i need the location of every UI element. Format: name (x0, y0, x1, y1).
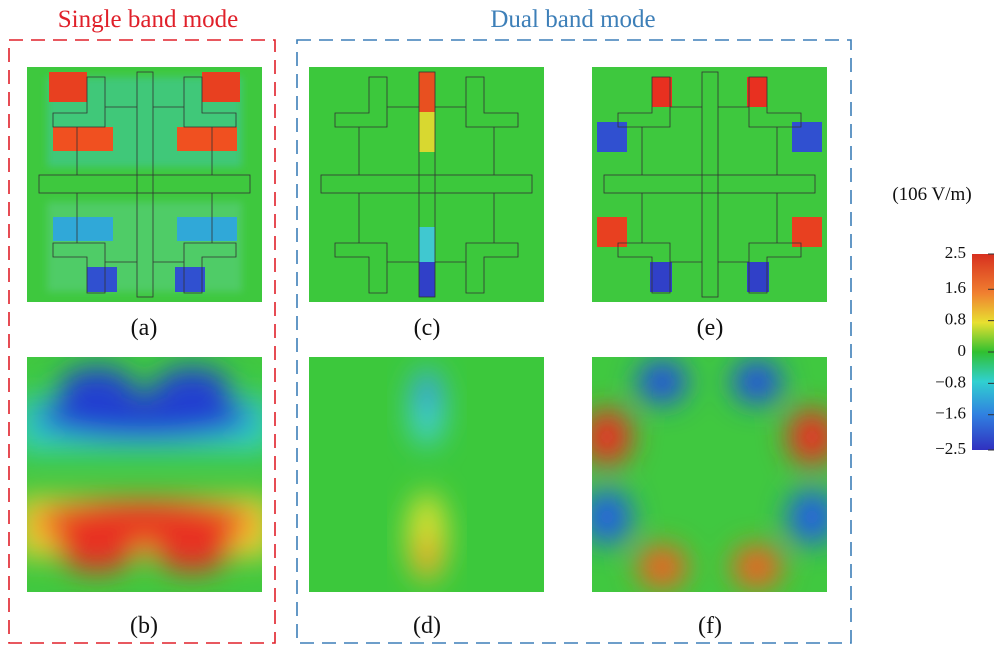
group-frame (8, 39, 276, 644)
panel-label: (c) (414, 315, 441, 341)
colorbar-tick-label: −2.5 (935, 439, 966, 458)
panel-label: (f) (698, 613, 722, 639)
group-title: Dual band mode (490, 6, 655, 33)
colorbar-title: (106 V/m) (892, 184, 971, 205)
field-map (592, 357, 827, 592)
group-frame (296, 39, 852, 644)
panel-label: (e) (697, 315, 724, 341)
colorbar (972, 254, 994, 450)
field-map (27, 357, 262, 592)
field-map (27, 67, 262, 302)
panel-label: (d) (413, 613, 441, 639)
colorbar-tick-label: 2.5 (945, 243, 966, 262)
panel-label: (b) (130, 613, 158, 639)
colorbar-tick-label: 1.6 (945, 278, 966, 297)
colorbar-tick-label: −0.8 (935, 372, 966, 391)
colorbar-tick-label: −1.6 (935, 404, 966, 423)
field-map (309, 357, 544, 592)
colorbar-tick-label: 0 (958, 341, 967, 360)
field-map (592, 67, 827, 302)
panel-label: (a) (131, 315, 158, 341)
colorbar-tick-label: 0.8 (945, 310, 966, 329)
group-title: Single band mode (58, 6, 239, 33)
field-map (309, 67, 544, 302)
